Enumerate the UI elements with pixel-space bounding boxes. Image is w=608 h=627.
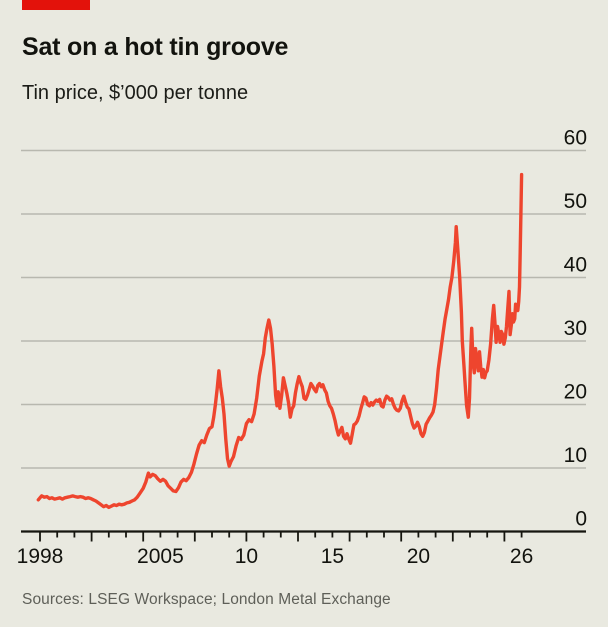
y-tick-label-50: 50	[564, 190, 587, 213]
y-tick-label-20: 20	[564, 381, 587, 404]
x-tick-label-26: 26	[510, 545, 533, 568]
x-tick-label-20: 20	[407, 545, 430, 568]
tin-price-line	[36, 172, 524, 510]
chart-title: Sat on a hot tin groove	[22, 33, 289, 61]
x-tick-label-10: 10	[235, 545, 258, 568]
economist-red-tab	[22, 0, 90, 10]
sources-note: Sources: LSEG Workspace; London Metal Ex…	[22, 591, 391, 608]
x-tick-label-2005: 2005	[137, 545, 184, 568]
y-tick-label-40: 40	[564, 254, 587, 277]
y-tick-label-10: 10	[564, 444, 587, 467]
y-tick-label-30: 30	[564, 317, 587, 340]
y-tick-label-60: 60	[564, 127, 587, 150]
x-tick-label-1998: 1998	[17, 545, 64, 568]
x-tick-label-15: 15	[321, 545, 344, 568]
chart-subtitle: Tin price, $’000 per tonne	[22, 82, 249, 104]
y-tick-label-0: 0	[575, 508, 587, 531]
